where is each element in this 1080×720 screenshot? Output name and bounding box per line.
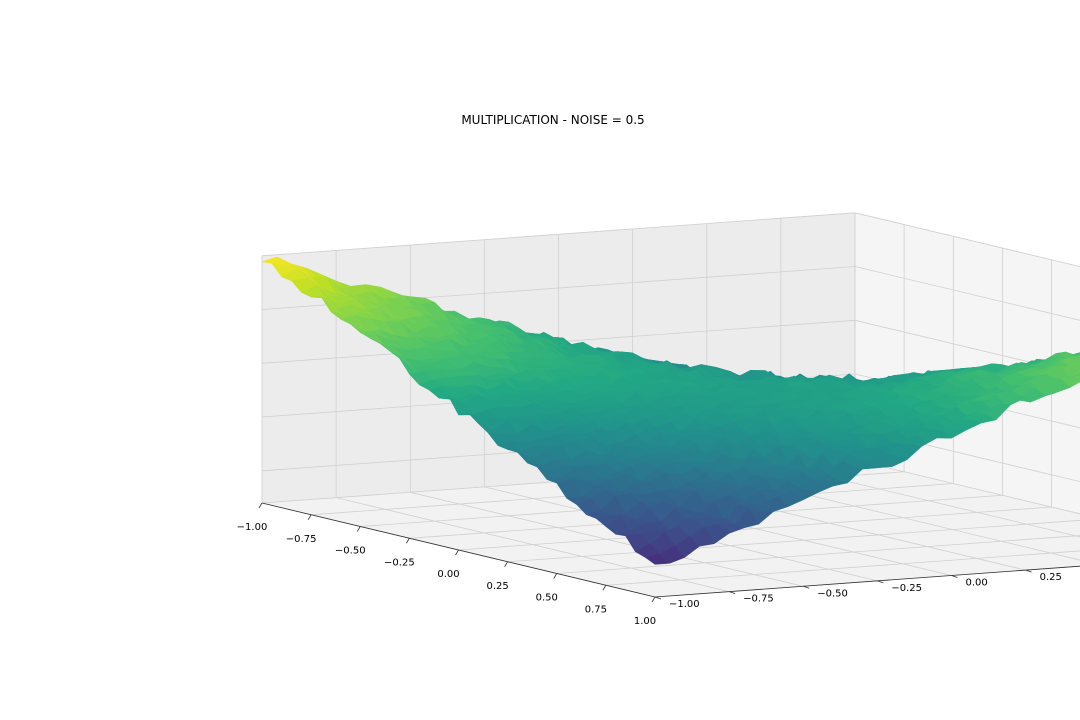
y-tick-label: −0.25	[891, 583, 922, 594]
y-tick-mark	[951, 575, 958, 578]
x-tick-label: 0.25	[486, 581, 508, 592]
x-tick-mark	[504, 561, 508, 567]
y-tick-mark	[877, 580, 884, 584]
surface-patch	[1075, 354, 1080, 358]
x-tick-mark	[602, 585, 607, 591]
x-tick-label: −0.50	[335, 546, 366, 557]
surface-patch	[644, 553, 671, 565]
y-tick-mark	[728, 591, 736, 595]
surface-plot	[261, 256, 1080, 565]
x-tick-label: 0.50	[536, 593, 558, 604]
x-tick-label: 1.00	[634, 616, 656, 627]
y-tick-mark	[1025, 569, 1032, 573]
x-tick-label: 0.75	[585, 604, 607, 615]
x-tick-label: −0.75	[286, 534, 317, 545]
x-tick-mark	[651, 596, 656, 603]
x-tick-mark	[258, 502, 263, 509]
x-gridline	[507, 519, 1080, 563]
y-tick-label: 0.00	[966, 578, 988, 589]
x-tick-label: −0.25	[384, 557, 415, 568]
y-tick-mark	[803, 585, 810, 589]
y-gridline	[335, 250, 730, 592]
x-tick-mark	[553, 573, 558, 579]
x-tick-mark	[455, 549, 459, 556]
y-tick-label: 0.25	[1040, 572, 1062, 583]
x-gridline	[605, 550, 1080, 586]
chart-title: MULTIPLICATION - NOISE = 0.5	[461, 113, 644, 127]
y-tick-mark	[654, 596, 662, 600]
y-tick-label: −0.75	[743, 594, 774, 605]
z-gridline	[261, 212, 1080, 268]
x-tick-mark	[406, 538, 410, 544]
y-tick-label: −0.50	[817, 588, 848, 599]
x-tick-label: −1.00	[237, 522, 268, 533]
z-gridline	[261, 266, 1080, 321]
x-tick-mark	[356, 526, 361, 532]
x-tick-label: 0.00	[437, 569, 459, 580]
y-tick-label: −1.00	[669, 599, 700, 610]
tick-labels: −1.00 −0.75 −0.50 −0.25 0.00 0.25 0.50 0.75 1.00…	[237, 502, 1062, 627]
x-gridline	[556, 535, 1080, 574]
x-tick-mark	[307, 514, 312, 520]
